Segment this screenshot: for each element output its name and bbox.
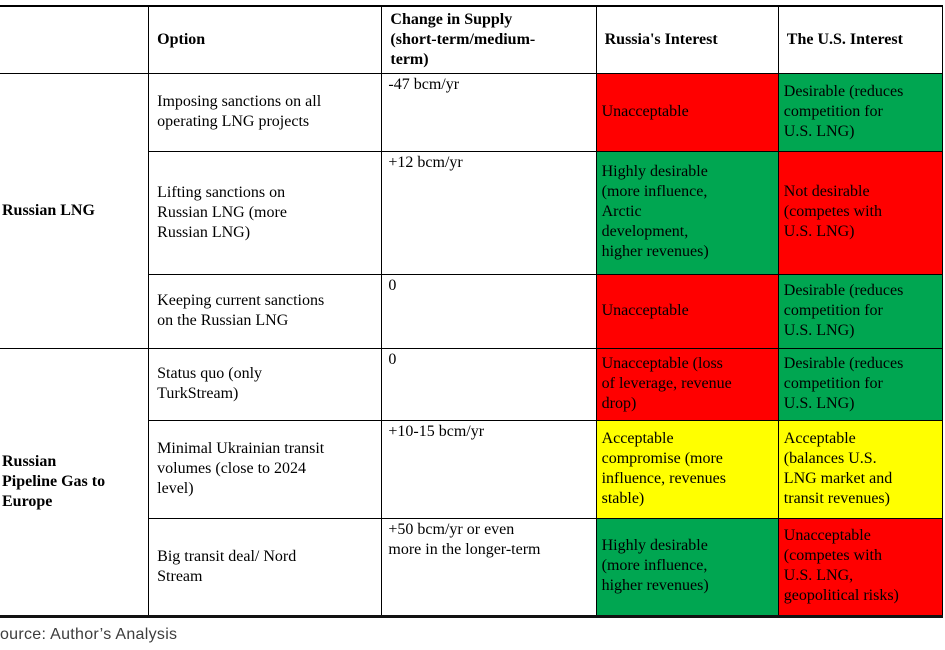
- table-row: Minimal Ukrainian transit volumes (close…: [0, 419, 944, 519]
- table-row: Keeping current sanctions on the Russian…: [0, 273, 944, 349]
- russia-interest-cell: Unacceptable: [595, 273, 779, 349]
- header-russia-interest: Russia's Interest: [595, 5, 779, 74]
- option-cell: Minimal Ukrainian transit volumes (close…: [148, 419, 383, 519]
- us-interest-cell: Acceptable (balances U.S. LNG market and…: [777, 419, 944, 519]
- russia-interest-cell: Highly desirable (more influence, higher…: [595, 517, 779, 617]
- header-option: Option: [148, 5, 383, 74]
- supply-cell: 0: [381, 273, 597, 349]
- table-row: Lifting sanctions on Russian LNG (more R…: [0, 150, 944, 275]
- group-label-russian-lng: Russian LNG: [0, 72, 150, 349]
- header-supply: Change in Supply (short-term/medium- ter…: [381, 5, 597, 74]
- table-row: Big transit deal/ Nord Stream +50 bcm/yr…: [0, 517, 944, 617]
- supply-cell: -47 bcm/yr: [381, 72, 597, 152]
- russia-interest-cell: Acceptable compromise (more influence, r…: [595, 419, 779, 519]
- interest-matrix-table: Option Change in Supply (short-term/medi…: [0, 5, 944, 618]
- header-row: Option Change in Supply (short-term/medi…: [0, 5, 944, 74]
- russia-interest-cell: Highly desirable (more influence, Arctic…: [595, 150, 779, 275]
- table-row: Russian Pipeline Gas to Europe Status qu…: [0, 347, 944, 617]
- option-cell: Status quo (only TurkStream): [148, 347, 383, 421]
- us-interest-cell: Desirable (reduces competition for U.S. …: [777, 273, 944, 349]
- russia-interest-cell: Unacceptable: [595, 72, 779, 152]
- option-cell: Imposing sanctions on all operating LNG …: [148, 72, 383, 152]
- option-cell: Big transit deal/ Nord Stream: [148, 517, 383, 617]
- header-us-interest: The U.S. Interest: [777, 5, 944, 74]
- us-interest-cell: Desirable (reduces competition for U.S. …: [777, 72, 944, 152]
- option-cell: Keeping current sanctions on the Russian…: [148, 273, 383, 349]
- source-note: Source: Author’s Analysis: [0, 626, 178, 643]
- supply-cell: +50 bcm/yr or even more in the longer-te…: [381, 517, 597, 617]
- us-interest-cell: Unacceptable (competes with U.S. LNG, ge…: [777, 517, 944, 617]
- us-interest-cell: Not desirable (competes with U.S. LNG): [777, 150, 944, 275]
- group-label-russian-pipeline-gas: Russian Pipeline Gas to Europe: [0, 347, 150, 617]
- table-row: Russian LNG Imposing sanctions on all op…: [0, 72, 944, 349]
- russia-interest-cell: Unacceptable (loss of leverage, revenue …: [595, 347, 779, 421]
- us-interest-cell: Desirable (reduces competition for U.S. …: [777, 347, 944, 421]
- supply-cell: 0: [381, 347, 597, 421]
- supply-cell: +12 bcm/yr: [381, 150, 597, 275]
- supply-cell: +10-15 bcm/yr: [381, 419, 597, 519]
- header-group: [0, 5, 150, 74]
- option-cell: Lifting sanctions on Russian LNG (more R…: [148, 150, 383, 275]
